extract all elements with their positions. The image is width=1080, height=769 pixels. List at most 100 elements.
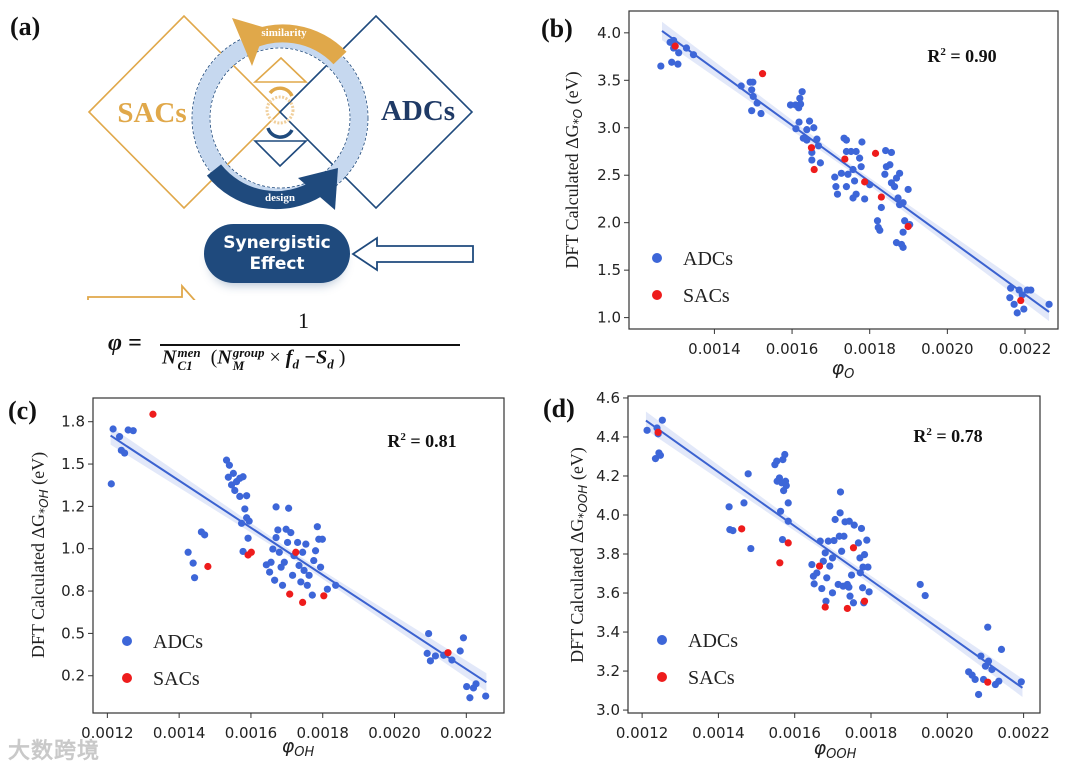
adcs-point [189,559,197,567]
adcs-point [857,524,866,533]
adcs-point [846,592,854,600]
legend-label-sacs: SACs [688,667,735,689]
n-c1-symbol: N [162,346,177,369]
adcs-point [824,537,832,545]
sacs-point [286,590,294,598]
adcs-point [287,529,295,537]
adcs-point [190,574,199,582]
sacs-point [1017,296,1025,305]
n-c1-indices: men C1 [177,346,200,372]
adcs-point [856,569,864,577]
watermark: 大数跨境 [8,739,101,764]
adcs-point [836,509,844,517]
y-tick-label: 3.8 [596,545,620,563]
adcs-point [813,135,821,143]
adcs-point [814,142,823,150]
adcs-point [737,82,745,90]
sacs-point [776,559,784,567]
adcs-point [463,682,471,691]
adcs-point [729,527,737,535]
adcs-point [266,568,274,576]
adcs-point [899,228,907,236]
sacs-input-arrow [87,283,196,300]
adcs-point [668,58,676,66]
adcs-point [831,173,839,181]
adcs-point [310,556,318,565]
y-tick-label: 2.0 [597,214,621,232]
adcs-point [803,126,811,134]
adcs-point [782,481,790,490]
adcs-point [274,526,282,534]
open-paren: ( [210,346,218,369]
legend-marker-sacs [122,673,132,683]
x-tick-label: 0.0022 [999,340,1052,358]
sacs-point [444,649,452,657]
panel-b-letter: (b) [541,14,573,43]
formula-numerator: 1 [298,308,309,333]
x-tick-label: 0.0016 [768,724,821,742]
x-label-symbol: φ [832,357,845,379]
adcs-point [670,36,678,45]
similarity-label: similarity [261,27,307,39]
adcs-point [674,60,682,68]
adcs-point [689,51,698,59]
adcs-point [658,416,666,424]
adcs-point [757,109,765,118]
adcs-point [239,547,247,556]
sacs-point [654,428,662,436]
adcs-point [826,562,834,570]
adcs-point [297,578,305,586]
sacs-point [671,42,679,50]
x-label-subscript: O [844,367,854,382]
adcs-point [456,647,464,655]
sacs-point [738,525,746,533]
regression-line [645,419,1024,689]
r-symbol: R [927,46,941,66]
sacs-point [784,539,792,547]
y-tick-label: 4.0 [596,506,620,524]
y-axis-label: DFT Calculated ΔG*O (eV) [562,71,585,268]
adcs-point [236,492,244,500]
adcs-point [1020,305,1028,313]
f-sub: d [292,356,299,372]
r-squared-annotation: R2 = 0.90 [927,46,996,66]
adcs-point [784,499,792,507]
adcs-point [860,550,869,559]
plot-area [628,10,1059,330]
pill-line-2: Effect [249,253,305,274]
adcs-point [773,457,781,465]
design-arrowhead [298,168,338,210]
adcs-point [822,597,830,605]
inner-navy-diamond [253,140,308,168]
y-tick-label: 4.2 [596,467,620,485]
legend-label-adcs: ADCs [688,630,738,652]
adcs-point [863,536,871,544]
adcs-point [201,531,209,539]
y-label-unit: (eV) [28,452,49,489]
sacs-point [821,603,829,611]
adcs-point [294,538,302,547]
adcs-point [225,461,234,469]
adcs-point [823,574,831,582]
adcs-point [850,177,859,185]
adcs-point [796,94,804,102]
panel-a-letter: (a) [10,12,41,41]
y-tick-label: 3.4 [596,623,620,641]
adcs-point [821,549,829,557]
sacs-point [204,562,212,571]
adcs-point [107,480,115,488]
y-tick-label: 3.0 [597,119,621,137]
x-tick-label: 0.0020 [921,724,974,742]
adcs-point [844,170,852,178]
adcs-point [423,649,431,657]
adcs-point [267,558,275,566]
n-c1-sup: men [177,345,201,360]
adcs-point [425,629,433,638]
adcs-point [882,146,890,155]
adcs-point [808,156,816,164]
adcs-point [323,585,331,593]
x-tick-label: 0.0020 [921,340,974,358]
adcs-point [749,78,757,86]
chart-d: 0.0012 0.0014 0.0016 0.0018 0.0020 0.0022 3.0 3… [567,389,1050,762]
